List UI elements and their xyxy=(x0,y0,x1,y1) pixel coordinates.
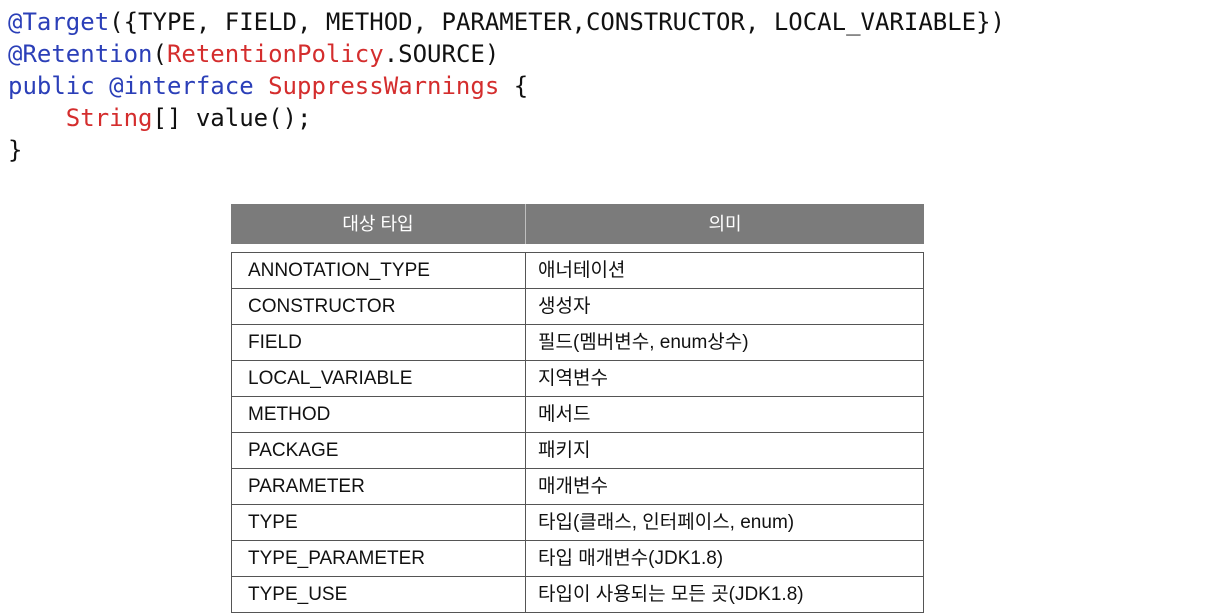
code-line: } xyxy=(8,134,1005,166)
code-token: { xyxy=(499,72,529,100)
table-row: PARAMETER 매개변수 xyxy=(232,468,923,504)
row-target: PARAMETER xyxy=(232,469,526,504)
code-token: public @interface xyxy=(8,72,269,100)
row-target: PACKAGE xyxy=(232,433,526,468)
code-token: ( xyxy=(152,40,167,68)
code-line: public @interface SuppressWarnings { xyxy=(8,70,1005,102)
row-target: ANNOTATION_TYPE xyxy=(232,253,526,288)
row-target: TYPE_USE xyxy=(232,577,526,612)
row-meaning: 패키지 xyxy=(538,440,591,461)
table-row: TYPE_PARAMETER 타입 매개변수(JDK1.8) xyxy=(232,540,923,576)
row-meaning: 타입(클래스, 인터페이스, enum) xyxy=(538,512,795,533)
row-meaning: 지역변수 xyxy=(538,368,608,389)
row-target: TYPE xyxy=(232,505,526,540)
row-target: FIELD xyxy=(232,325,526,360)
row-meaning: 생성자 xyxy=(538,296,591,317)
table-row: ANNOTATION_TYPE 애너테이션 xyxy=(232,253,923,288)
code-token: SuppressWarnings xyxy=(268,72,500,100)
table-row: METHOD 메서드 xyxy=(232,396,923,432)
code-token: @Retention xyxy=(8,40,153,68)
code-token: String xyxy=(65,104,153,132)
row-meaning: 타입이 사용되는 모든 곳(JDK1.8) xyxy=(538,584,804,605)
row-target: CONSTRUCTOR xyxy=(232,289,526,324)
table-row: PACKAGE 패키지 xyxy=(232,432,923,468)
row-target: METHOD xyxy=(232,397,526,432)
header-target-type: 대상 타입 xyxy=(231,204,526,244)
code-line: String[] value(); xyxy=(8,102,1005,134)
table-header: 대상 타입 의미 xyxy=(231,204,924,244)
target-type-table: 대상 타입 의미 ANNOTATION_TYPE 애너테이션 CONSTRUCT… xyxy=(231,204,924,613)
code-token: @Target xyxy=(8,8,110,36)
table-row: TYPE_USE 타입이 사용되는 모든 곳(JDK1.8) xyxy=(232,576,923,612)
code-line: @Retention(RetentionPolicy.SOURCE) xyxy=(8,38,1005,70)
header-gap xyxy=(231,244,924,252)
row-target: LOCAL_VARIABLE xyxy=(232,361,526,396)
row-meaning: 애너테이션 xyxy=(538,260,626,281)
table-row: LOCAL_VARIABLE 지역변수 xyxy=(232,360,923,396)
table-row: TYPE 타입(클래스, 인터페이스, enum) xyxy=(232,504,923,540)
row-meaning: 타입 매개변수(JDK1.8) xyxy=(538,548,724,569)
code-token: .SOURCE) xyxy=(383,40,500,68)
row-target: TYPE_PARAMETER xyxy=(232,541,526,576)
code-token: RetentionPolicy xyxy=(166,40,384,68)
code-token xyxy=(8,104,66,132)
row-meaning: 필드(멤버변수, enum상수) xyxy=(538,332,749,353)
row-meaning: 매개변수 xyxy=(538,476,608,497)
table-row: CONSTRUCTOR 생성자 xyxy=(232,288,923,324)
table-row: FIELD 필드(멤버변수, enum상수) xyxy=(232,324,923,360)
code-token: ({TYPE, FIELD, METHOD, PARAMETER,CONSTRU… xyxy=(109,8,1006,36)
code-token: [] value(); xyxy=(152,104,312,132)
code-line: @Target({TYPE, FIELD, METHOD, PARAMETER,… xyxy=(8,6,1005,38)
code-block: @Target({TYPE, FIELD, METHOD, PARAMETER,… xyxy=(8,6,1005,166)
code-token: } xyxy=(8,136,23,164)
table-body: ANNOTATION_TYPE 애너테이션 CONSTRUCTOR 생성자 FI… xyxy=(231,252,924,613)
row-meaning: 메서드 xyxy=(538,404,591,425)
header-meaning: 의미 xyxy=(708,214,742,234)
